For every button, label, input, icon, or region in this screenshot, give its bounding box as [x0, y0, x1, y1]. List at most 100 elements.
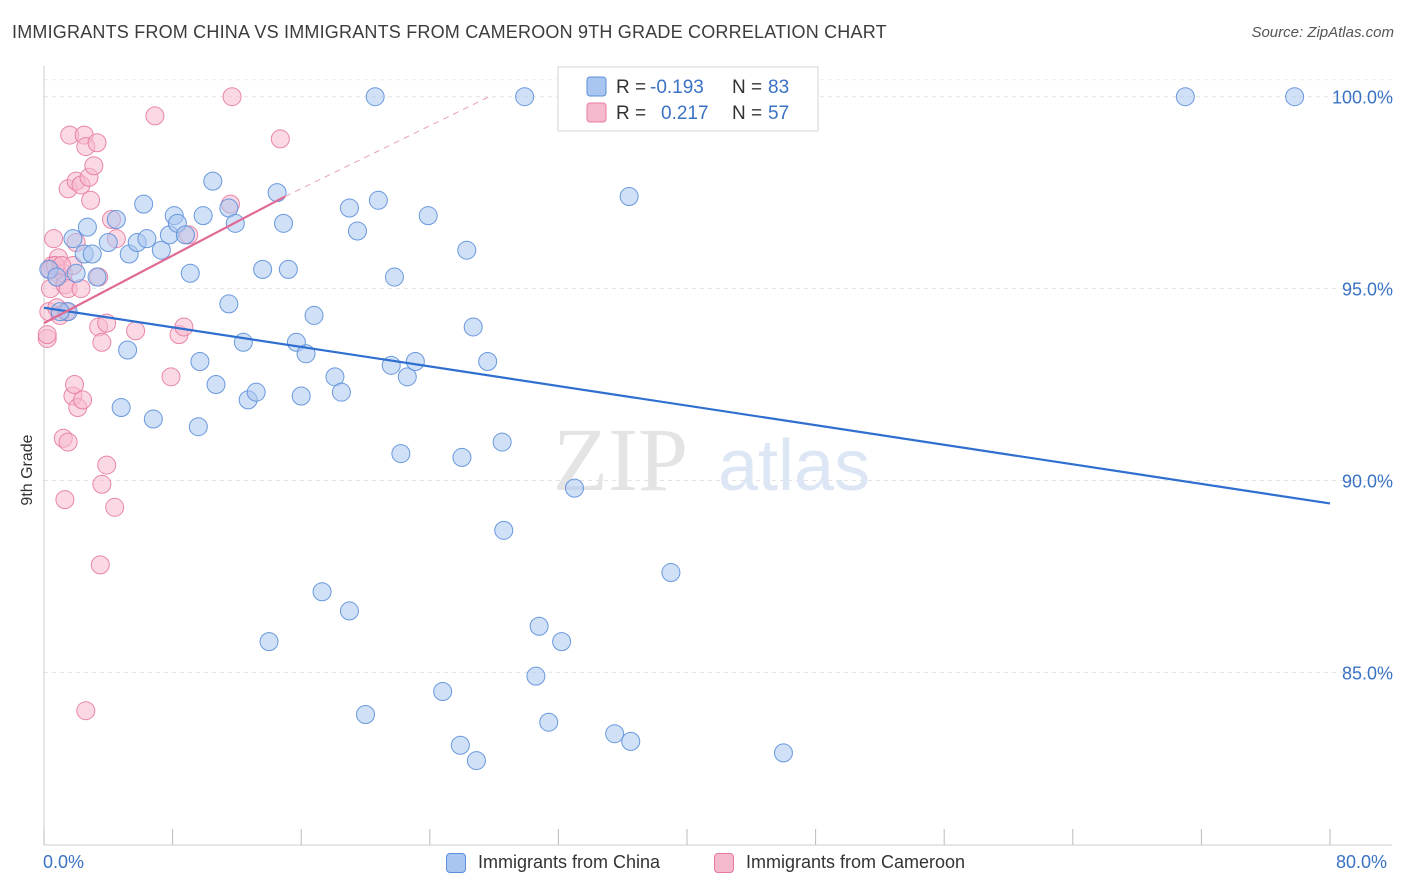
point-china-65	[339, 601, 359, 621]
point-china-76	[605, 724, 625, 744]
point-china-50	[397, 367, 417, 387]
legend-cameroon-r-value: 0.217	[661, 103, 709, 124]
point-cameroon-34	[65, 375, 85, 395]
point-cameroon-23	[84, 156, 104, 176]
point-china-30	[219, 294, 239, 314]
point-china-59	[365, 87, 385, 107]
point-china-54	[457, 240, 477, 260]
point-cameroon-22	[81, 190, 101, 210]
legend-item-cameroon-label: Immigrants from Cameroon	[746, 852, 966, 872]
point-china-33	[246, 382, 266, 402]
point-china-78	[619, 186, 639, 206]
axes	[43, 66, 1392, 846]
chart-source: Source: ZipAtlas.com	[1251, 24, 1394, 41]
point-china-48	[384, 267, 404, 287]
legend-cameroon-swatch	[586, 102, 607, 123]
point-china-18	[175, 225, 195, 245]
watermark: ZIP atlas	[553, 411, 870, 510]
point-china-14	[151, 240, 171, 260]
point-cameroon-49	[222, 87, 242, 107]
point-china-21	[203, 171, 223, 191]
point-china-69	[450, 735, 470, 755]
point-china-52	[418, 206, 438, 226]
point-china-41	[304, 305, 324, 325]
point-china-51	[405, 351, 425, 371]
legend-cameroon-r-label: R =	[616, 103, 646, 124]
y-tick-labels: 85.0% 90.0% 95.0% 100.0%	[1332, 88, 1393, 684]
point-china-67	[356, 705, 375, 725]
point-china-19	[180, 263, 200, 283]
point-cameroon-24	[87, 133, 107, 153]
point-cameroon-40	[105, 497, 125, 517]
bottom-legend: Immigrants from China Immigrants from Ca…	[0, 852, 1406, 878]
point-china-66	[259, 632, 279, 652]
point-china-24	[118, 340, 138, 360]
point-cameroon-36	[73, 390, 93, 410]
point-china-57	[492, 432, 512, 452]
legend-china-swatch	[586, 76, 607, 97]
y-tick-label-85: 85.0%	[1342, 663, 1393, 683]
point-china-1	[47, 267, 67, 287]
trend-line-cameroon	[43, 195, 286, 325]
x-tick-label-min: 0.0%	[43, 852, 85, 872]
point-china-6	[82, 244, 102, 264]
legend-china-r-value: -0.193	[650, 77, 704, 98]
point-china-70	[466, 751, 486, 771]
point-china-44	[339, 198, 359, 218]
point-cameroon-50	[270, 129, 290, 149]
point-china-3	[63, 229, 83, 249]
point-china-80	[773, 743, 793, 763]
legend-item-china: Immigrants from China	[446, 852, 660, 873]
point-china-31	[233, 332, 253, 352]
point-china-64	[312, 582, 332, 602]
point-china-34	[253, 259, 273, 279]
y-tick-label-90: 90.0%	[1342, 471, 1393, 491]
trend-lines	[43, 96, 1331, 505]
point-china-53	[452, 447, 472, 467]
point-cameroon-4	[44, 229, 64, 249]
legend-china-r-label: R =	[616, 77, 646, 98]
point-china-72	[529, 616, 549, 636]
point-cameroon-32	[58, 432, 78, 452]
point-cameroon-39	[97, 455, 117, 475]
point-china-74	[552, 632, 572, 652]
point-china-5	[77, 217, 97, 237]
gridlines	[44, 79, 1392, 673]
point-china-60	[515, 87, 535, 107]
legend-china-n-label: N =	[732, 77, 762, 98]
point-cameroon-37	[55, 490, 75, 510]
point-china-9	[106, 209, 126, 229]
point-china-12	[134, 194, 154, 214]
y-tick-label-100: 100.0%	[1332, 88, 1393, 108]
legend-china-n-value: 83	[768, 77, 789, 98]
chart-title: IMMIGRANTS FROM CHINA VS IMMIGRANTS FROM…	[12, 22, 887, 42]
point-china-43	[331, 382, 351, 402]
trend-line-china	[43, 306, 1331, 505]
legend-item-cameroon-swatch	[714, 852, 734, 873]
point-china-49	[391, 444, 411, 464]
point-china-7	[87, 267, 107, 287]
legend-item-china-swatch	[446, 852, 466, 873]
point-cameroon-46	[174, 317, 194, 337]
point-china-36	[274, 213, 294, 233]
point-china-62	[1175, 87, 1195, 107]
point-china-28	[188, 417, 208, 437]
point-china-73	[539, 712, 559, 732]
y-tick-label-95: 95.0%	[1342, 280, 1393, 300]
legend-cameroon-n-value: 57	[768, 103, 789, 124]
watermark-atlas: atlas	[718, 426, 870, 506]
point-cameroon-52	[37, 325, 57, 345]
point-cameroon-42	[76, 701, 96, 721]
legend-item-cameroon: Immigrants from Cameroon	[714, 852, 965, 873]
point-china-55	[463, 317, 483, 337]
point-cameroon-51	[145, 106, 165, 126]
point-china-71	[526, 666, 546, 686]
point-china-37	[278, 259, 298, 279]
point-china-13	[137, 229, 157, 249]
point-cameroon-43	[126, 321, 146, 341]
point-china-8	[98, 233, 118, 253]
point-cameroon-41	[90, 555, 110, 575]
point-china-39	[291, 386, 311, 406]
point-china-26	[143, 409, 163, 429]
